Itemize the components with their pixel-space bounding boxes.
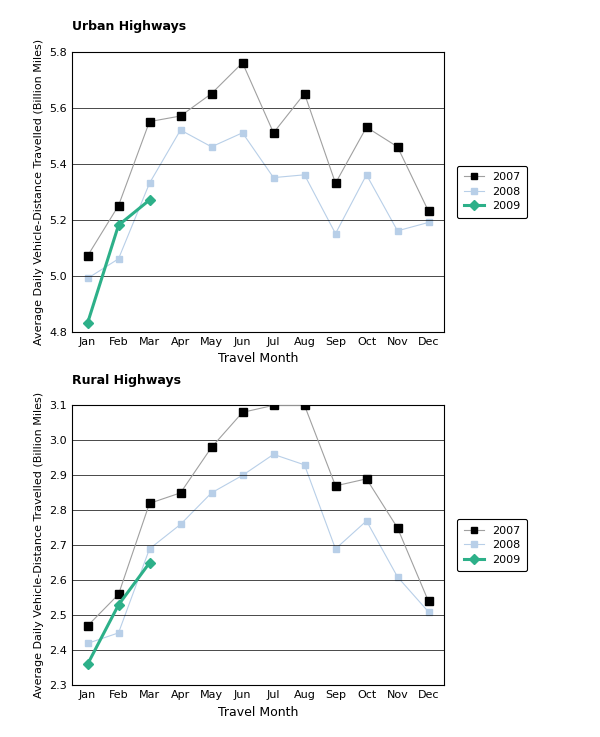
Text: Rural Highways: Rural Highways (72, 374, 181, 387)
Text: Urban Highways: Urban Highways (72, 20, 186, 33)
Legend: 2007, 2008, 2009: 2007, 2008, 2009 (457, 166, 527, 217)
Y-axis label: Average Daily Vehicle-Distance Travelled (Billion Miles): Average Daily Vehicle-Distance Travelled… (34, 392, 44, 699)
Y-axis label: Average Daily Vehicle-Distance Travelled (Billion Miles): Average Daily Vehicle-Distance Travelled… (34, 38, 44, 345)
X-axis label: Travel Month: Travel Month (218, 706, 298, 719)
Legend: 2007, 2008, 2009: 2007, 2008, 2009 (457, 520, 527, 571)
X-axis label: Travel Month: Travel Month (218, 352, 298, 365)
